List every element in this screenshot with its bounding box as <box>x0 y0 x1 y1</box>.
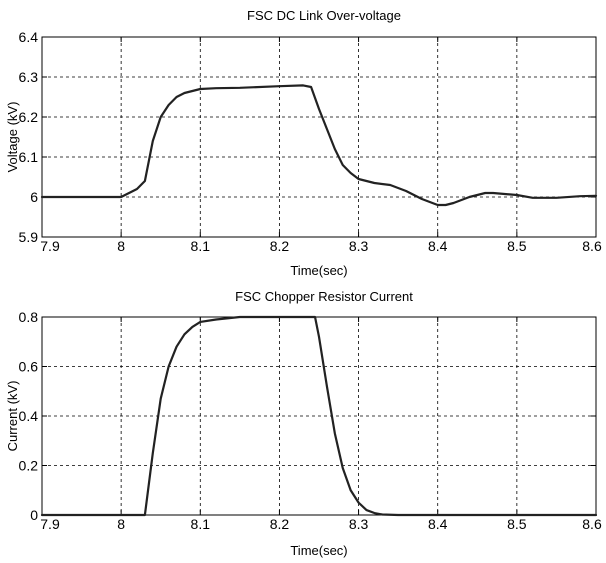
current-x-tick-label: 8.4 <box>428 516 448 532</box>
current-y-tick-label: 0.8 <box>19 309 39 325</box>
current-chart-title: FSC Chopper Resistor Current <box>235 289 413 304</box>
current-y-tick-label: 0.4 <box>19 408 39 424</box>
current-plot-frame <box>41 316 597 516</box>
current-y-tick-label: 0.2 <box>19 458 39 474</box>
current-x-tick-label: 8.3 <box>349 516 369 532</box>
voltage-x-tick-label: 8 <box>117 238 125 254</box>
voltage-y-tick-label: 6.3 <box>19 69 39 85</box>
voltage-grid <box>42 37 596 237</box>
voltage-chart: FSC DC Link Over-voltage 7.9 8 8.1 8.2 8.3 8.… <box>5 8 602 278</box>
voltage-x-tick-label: 8.3 <box>349 238 369 254</box>
voltage-x-axis-label: Time(sec) <box>290 263 347 278</box>
current-x-tick-label: 8.1 <box>191 516 211 532</box>
current-x-tick-label: 8.2 <box>270 516 290 532</box>
current-x-tick-label: 8.6 <box>582 516 602 532</box>
voltage-x-tick-label: 8.2 <box>270 238 290 254</box>
voltage-x-tick-label: 8.6 <box>582 238 602 254</box>
voltage-x-tick-label: 7.9 <box>40 238 60 254</box>
voltage-y-tick-label: 5.9 <box>19 229 39 245</box>
voltage-ticks: 7.9 8 8.1 8.2 8.3 8.4 8.5 8.6 5.9 6 6.1 6.2 6.3 6.4 <box>19 29 602 254</box>
voltage-y-tick-label: 6.1 <box>19 149 39 165</box>
voltage-y-tick-label: 6.4 <box>19 29 39 45</box>
voltage-plot-frame <box>41 36 597 238</box>
voltage-chart-title: FSC DC Link Over-voltage <box>247 8 401 23</box>
current-grid <box>42 317 596 515</box>
voltage-y-axis-label: Voltage (kV) <box>5 102 20 173</box>
voltage-y-tick-label: 6.2 <box>19 109 39 125</box>
current-x-tick-label: 7.9 <box>40 516 60 532</box>
current-y-tick-label: 0 <box>30 507 38 523</box>
current-x-axis-label: Time(sec) <box>290 543 347 558</box>
current-ticks: 7.9 8 8.1 8.2 8.3 8.4 8.5 8.6 0 0.2 0.4 0.6 0.8 <box>19 309 602 532</box>
voltage-y-tick-label: 6 <box>30 189 38 205</box>
voltage-x-tick-label: 8.4 <box>428 238 448 254</box>
current-chart: FSC Chopper Resistor Current 7.9 8 8.1 8.2 8… <box>5 289 602 558</box>
current-series-line <box>40 315 598 517</box>
voltage-x-tick-label: 8.5 <box>507 238 527 254</box>
voltage-series-line <box>40 84 598 207</box>
current-x-tick-label: 8 <box>117 516 125 532</box>
current-y-tick-label: 0.6 <box>19 359 39 375</box>
current-y-axis-label: Current (kV) <box>5 381 20 452</box>
voltage-x-tick-label: 8.1 <box>191 238 211 254</box>
current-x-tick-label: 8.5 <box>507 516 527 532</box>
